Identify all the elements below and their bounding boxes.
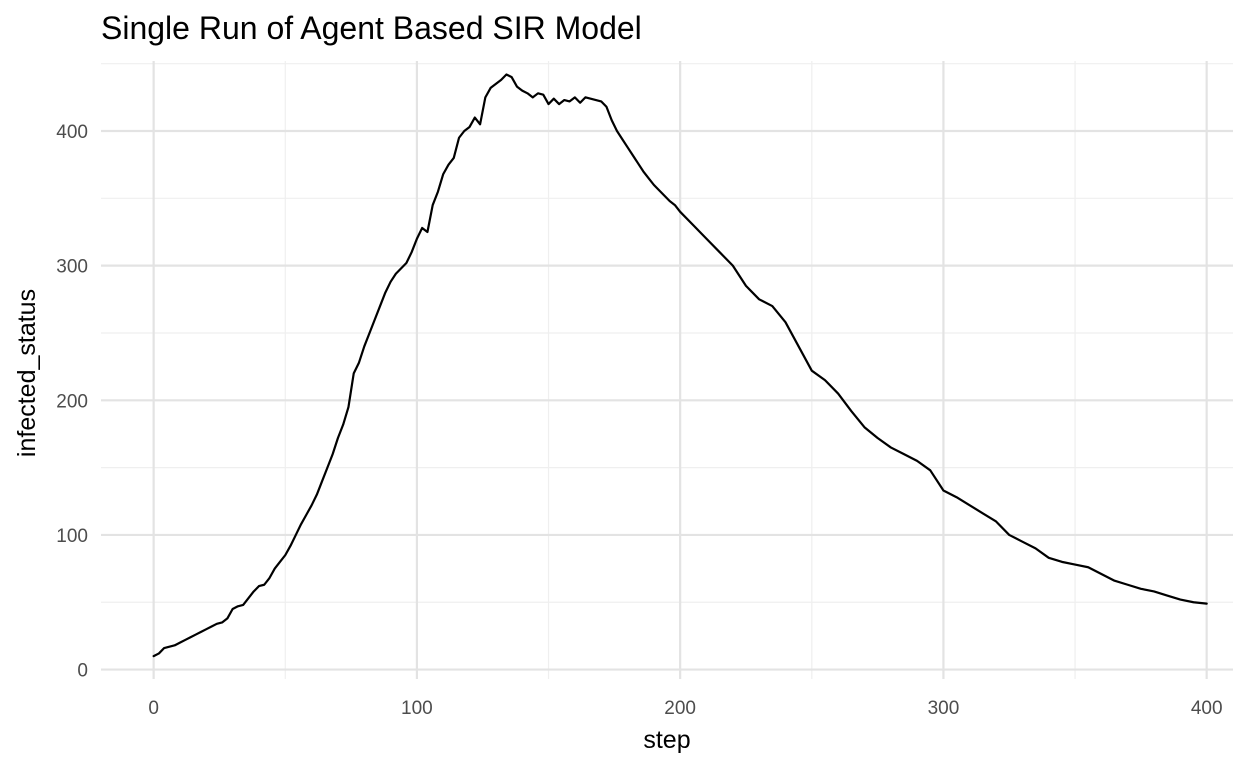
chart-title: Single Run of Agent Based SIR Model xyxy=(101,10,642,46)
y-axis-label: infected_status xyxy=(13,289,41,457)
major-gridlines xyxy=(101,61,1233,679)
x-axis-label: step xyxy=(643,726,690,754)
x-tick-label: 300 xyxy=(928,698,960,719)
y-tick-label: 200 xyxy=(56,391,88,412)
series-line xyxy=(152,73,1208,658)
x-tick-labels: 0 100 200 300 400 xyxy=(148,698,1222,719)
x-tick-label: 100 xyxy=(401,698,433,719)
y-tick-label: 300 xyxy=(56,257,88,278)
x-tick-label: 400 xyxy=(1191,698,1223,719)
minor-gridlines xyxy=(101,61,1233,679)
y-tick-label: 100 xyxy=(56,526,88,547)
x-tick-label: 0 xyxy=(148,698,159,719)
y-tick-label: 400 xyxy=(56,122,88,143)
x-tick-label: 200 xyxy=(664,698,696,719)
y-tick-label: 0 xyxy=(77,661,88,682)
y-tick-labels: 0 100 200 300 400 xyxy=(56,122,88,682)
